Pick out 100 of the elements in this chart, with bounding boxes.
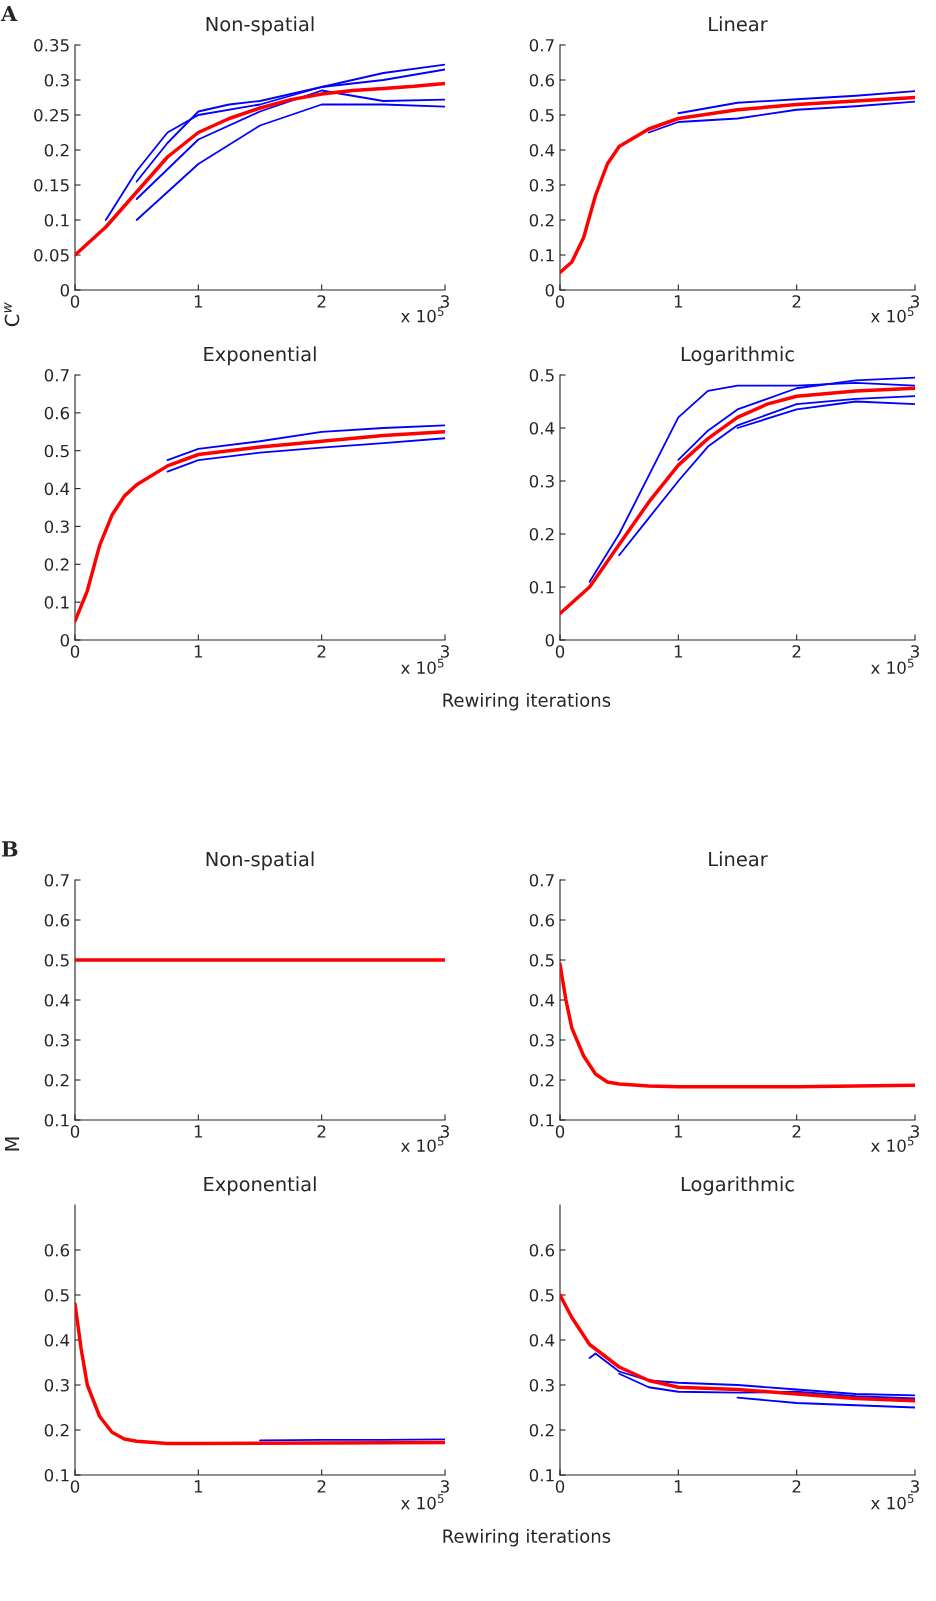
- x-tick-label: 0: [555, 1480, 565, 1493]
- y-tick-label: 0.2: [529, 213, 554, 227]
- x-tick-label: 3: [440, 295, 449, 308]
- y-tick-label: 0.1: [44, 1113, 69, 1127]
- y-tick-label: 0.3: [44, 1033, 69, 1047]
- x-tick-label: 0: [70, 645, 80, 658]
- y-tick-label: 0.1: [529, 1113, 554, 1127]
- x-tick-label: 3: [440, 645, 449, 658]
- text: B: [1, 841, 18, 857]
- y-tick-label: 0.35: [34, 38, 69, 52]
- y-tick-label: 0.3: [44, 73, 69, 87]
- y-tick-label: 0.4: [529, 1333, 555, 1347]
- x-tick-label: 0: [555, 645, 565, 658]
- x-tick-label: 3: [440, 1125, 449, 1138]
- y-tick-label: 0.2: [529, 527, 554, 541]
- x-tick-label: 1: [194, 1125, 203, 1138]
- x-tick-label: 3: [910, 1480, 919, 1493]
- y-tick-label: 0.5: [529, 953, 554, 967]
- chart-title: Logarithmic: [681, 1176, 794, 1196]
- y-tick-label: 0.5: [44, 953, 69, 967]
- y-axis-title: M: [4, 1137, 20, 1151]
- y-tick-label: 0.6: [44, 913, 70, 927]
- y-tick-label: 0.4: [44, 482, 70, 496]
- y-tick-label: 0.2: [44, 143, 69, 157]
- x-tick-label: 2: [792, 295, 801, 308]
- y-tick-label: 0.3: [529, 178, 554, 192]
- y-tick-label: 0.1: [529, 248, 554, 262]
- y-tick-label: 0.4: [529, 993, 555, 1007]
- y-tick-label: 0.3: [44, 520, 69, 533]
- y-tick-label: 0.7: [529, 873, 554, 887]
- y-tick-label: 0.7: [44, 368, 69, 382]
- chart-title: Exponential: [204, 1176, 316, 1196]
- y-tick-label: 0.2: [44, 1073, 69, 1087]
- x-tick-label: 2: [317, 1125, 326, 1138]
- text: x 10$^{5}$: [400, 658, 444, 674]
- y-tick-label: 0.3: [44, 1378, 69, 1392]
- x-tick-label: 0: [555, 295, 565, 308]
- y-tick-label: 0.1: [529, 580, 554, 594]
- x-tick-label: 2: [792, 645, 801, 658]
- y-tick-label: 0.7: [529, 38, 554, 52]
- y-tick-label: 0.1: [44, 1468, 69, 1482]
- x-tick-label: 2: [317, 645, 326, 658]
- text: x 10$^{5}$: [870, 1494, 914, 1510]
- text: x 10$^{5}$: [870, 1136, 914, 1152]
- chart-title: Exponential: [204, 346, 316, 366]
- y-tick-label: 0.3: [529, 1033, 554, 1047]
- x-tick-label: 2: [792, 1125, 801, 1138]
- x-tick-label: 3: [910, 295, 919, 308]
- y-tick-label: 0.4: [44, 993, 70, 1007]
- y-tick-label: 0.25: [34, 108, 69, 122]
- y-tick-label: 0.2: [44, 1423, 69, 1437]
- x-tick-label: 1: [194, 295, 203, 308]
- y-tick-label: 0.5: [529, 108, 554, 122]
- x-axis-title: Rewiring iterations: [443, 1529, 611, 1547]
- y-tick-label: 0.5: [44, 444, 69, 458]
- x-tick-label: 1: [674, 1125, 683, 1138]
- text: x 10$^{5}$: [400, 1136, 444, 1152]
- y-tick-label: 0: [545, 633, 555, 647]
- y-axis-title: C$^{w}$: [4, 302, 20, 327]
- chart-title: Linear: [709, 851, 768, 867]
- y-tick-label: 0.4: [529, 421, 555, 435]
- y-tick-label: 0.2: [529, 1423, 554, 1437]
- x-tick-label: 1: [194, 645, 203, 658]
- y-tick-label: 0.6: [529, 913, 555, 927]
- chart-title: Non-spatial: [206, 16, 314, 36]
- y-tick-label: 0.05: [34, 248, 69, 262]
- text: x 10$^{5}$: [870, 658, 914, 674]
- y-tick-label: 0.3: [529, 1378, 554, 1392]
- y-tick-label: 0.15: [34, 178, 69, 192]
- chart-title: Linear: [709, 16, 768, 32]
- x-tick-label: 3: [910, 1125, 919, 1138]
- y-tick-label: 0.6: [44, 406, 70, 420]
- x-tick-label: 3: [440, 1480, 449, 1493]
- chart-title: Logarithmic: [681, 346, 794, 366]
- x-tick-label: 2: [317, 1480, 326, 1493]
- y-tick-label: 0.5: [529, 368, 554, 382]
- y-tick-label: 0.4: [529, 143, 555, 157]
- x-tick-label: 1: [674, 295, 683, 308]
- y-tick-label: 0.1: [44, 596, 69, 609]
- y-tick-label: 0.2: [529, 1073, 554, 1087]
- y-tick-label: 0.5: [529, 1288, 554, 1302]
- y-tick-label: 0.7: [44, 873, 69, 887]
- y-tick-label: 0.4: [44, 1333, 70, 1347]
- y-tick-label: 0.5: [44, 1288, 69, 1302]
- y-tick-label: 0.3: [529, 474, 554, 488]
- x-tick-label: 2: [792, 1480, 801, 1493]
- y-tick-label: 0.2: [44, 558, 69, 571]
- y-tick-label: 0.1: [529, 1468, 554, 1482]
- text: x 10$^{5}$: [400, 307, 444, 323]
- x-tick-label: 0: [70, 1480, 80, 1493]
- x-tick-label: 3: [910, 645, 919, 658]
- x-tick-label: 1: [194, 1480, 203, 1493]
- y-tick-label: 0: [545, 283, 555, 297]
- y-tick-label: 0.6: [529, 1243, 555, 1257]
- y-tick-label: 0: [60, 283, 70, 297]
- text: x 10$^{5}$: [870, 307, 914, 323]
- y-tick-label: 0.1: [44, 213, 69, 227]
- x-tick-label: 1: [674, 645, 683, 658]
- x-tick-label: 0: [555, 1125, 565, 1138]
- y-tick-label: 0.6: [529, 73, 555, 87]
